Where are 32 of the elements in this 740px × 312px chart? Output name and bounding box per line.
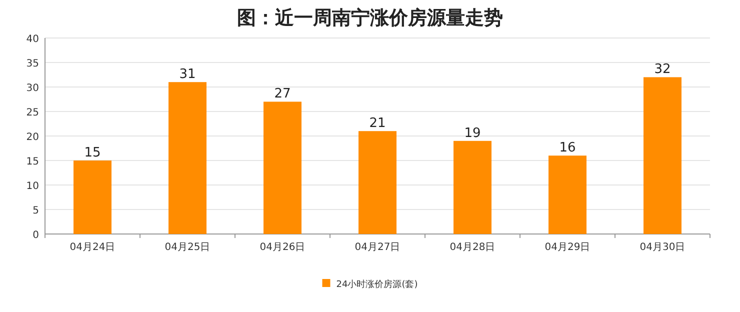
bar (644, 77, 682, 234)
y-tick-label: 5 (32, 206, 39, 216)
x-tick-label: 04月29日 (544, 242, 590, 253)
y-tick-label: 0 (32, 230, 39, 241)
y-tick-label: 35 (26, 58, 39, 70)
x-tick-label: 04月27日 (354, 242, 400, 253)
data-label: 32 (654, 62, 671, 78)
x-tick-label: 04月28日 (450, 242, 496, 253)
bar (454, 140, 492, 234)
bar (74, 160, 112, 234)
bar (358, 131, 396, 234)
data-label: 15 (84, 146, 101, 160)
data-label: 19 (464, 126, 481, 141)
x-tick-label: 04月25日 (164, 242, 210, 253)
bar (264, 102, 302, 234)
y-tick-label: 10 (26, 181, 39, 192)
y-tick-label: 20 (26, 132, 39, 143)
data-label: 31 (179, 67, 196, 82)
data-label: 27 (274, 86, 291, 102)
bar (168, 82, 206, 234)
y-tick-label: 30 (26, 83, 39, 94)
data-label: 16 (559, 140, 576, 156)
x-tick-label: 04月24日 (70, 242, 116, 253)
y-tick-label: 40 (26, 34, 39, 45)
y-tick-label: 25 (26, 108, 39, 118)
x-tick-label: 04月26日 (260, 242, 306, 253)
y-tick-label: 15 (26, 156, 39, 168)
data-label: 21 (369, 116, 386, 132)
legend-label: 24小时涨价房源(套) (336, 279, 418, 290)
bar (548, 156, 586, 234)
x-tick-label: 04月30日 (640, 242, 686, 253)
chart-title: 图：近一周南宁涨价房源量走势 (237, 7, 503, 29)
